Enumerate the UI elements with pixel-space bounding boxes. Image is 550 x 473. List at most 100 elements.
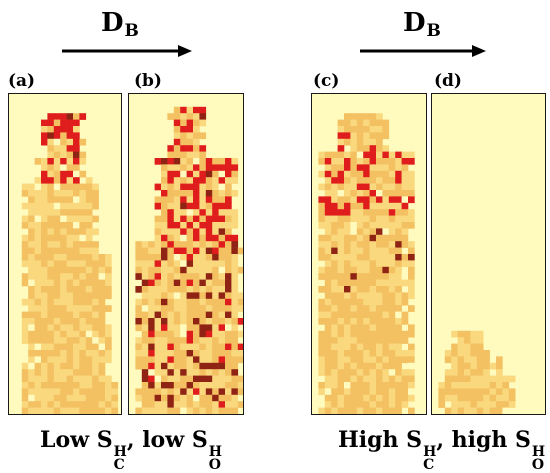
- grid-cell: [41, 254, 48, 261]
- grid-cell: [388, 273, 396, 280]
- grid-cell: [47, 138, 55, 146]
- grid-cell: [28, 209, 35, 216]
- grid-cell: [180, 292, 187, 300]
- grid-cell: [382, 394, 390, 402]
- header-left: DB: [101, 10, 139, 40]
- grid-cell: [225, 286, 232, 293]
- grid-cell: [225, 311, 232, 319]
- grid-cell: [356, 266, 364, 274]
- grid-cell: [205, 407, 213, 414]
- grid-cell: [205, 362, 213, 370]
- grid-cell: [193, 260, 200, 268]
- grid-cell: [212, 202, 219, 210]
- grid-cell: [337, 382, 345, 389]
- grid-cell: [85, 286, 93, 293]
- grid-cell: [408, 158, 415, 165]
- grid-cell: [79, 273, 87, 280]
- grid-cell: [401, 337, 409, 344]
- grid-cell: [363, 298, 370, 306]
- grid-cell: [180, 388, 187, 396]
- grid-cell: [369, 138, 377, 146]
- grid-cell: [205, 196, 213, 204]
- grid-cell: [34, 375, 42, 383]
- panel-b-label: (b): [134, 71, 162, 91]
- grid-cell: [218, 177, 226, 184]
- grid-cell: [388, 228, 396, 236]
- grid-cell: [186, 164, 194, 172]
- grid-cell: [199, 369, 207, 376]
- grid-cell: [66, 228, 74, 236]
- grid-cell: [186, 394, 194, 402]
- grid-cell: [28, 190, 35, 197]
- grid-cell: [401, 170, 409, 178]
- grid-cell: [79, 196, 87, 204]
- grid-cell: [105, 343, 112, 351]
- grid-cell: [53, 337, 61, 344]
- grid-cell: [193, 369, 200, 376]
- grid-cell: [444, 350, 452, 357]
- grid-cell: [356, 145, 364, 152]
- grid-cell: [464, 375, 471, 383]
- grid-cell: [141, 369, 149, 376]
- arrow-right-left: [62, 45, 192, 57]
- grid-cell: [79, 401, 87, 408]
- grid-cell: [60, 311, 67, 319]
- grid-cell: [173, 324, 181, 332]
- grid-cell: [154, 382, 162, 389]
- grid-cell: [408, 273, 415, 280]
- grid-cell: [231, 209, 239, 216]
- grid-cell: [363, 292, 370, 300]
- grid-cell: [60, 228, 67, 236]
- grid-cell: [66, 215, 74, 223]
- grid-cell: [98, 375, 106, 383]
- grid-cell: [186, 106, 194, 114]
- grid-cell: [154, 254, 162, 261]
- grid-cell: [369, 260, 377, 268]
- grid-cell: [167, 330, 175, 338]
- grid-cell: [53, 260, 61, 268]
- grid-cell: [212, 305, 219, 312]
- grid-cell: [318, 158, 326, 165]
- grid-cell: [205, 247, 213, 255]
- grid-cell: [363, 158, 370, 165]
- grid-cell: [73, 298, 80, 306]
- grid-cell: [73, 190, 80, 197]
- grid-cell: [135, 241, 143, 248]
- grid-cell: [350, 113, 358, 120]
- grid-cell: [344, 292, 351, 300]
- grid-cell: [167, 151, 175, 159]
- grid-cell: [60, 401, 67, 408]
- grid-cell: [225, 350, 232, 357]
- grid-cell: [401, 241, 409, 248]
- grid-cell: [154, 266, 162, 274]
- grid-cell: [344, 177, 351, 184]
- grid-cell: [161, 196, 168, 204]
- grid-cell: [173, 401, 181, 408]
- grid-cell: [186, 145, 194, 152]
- grid-cell: [225, 330, 232, 338]
- grid-cell: [154, 279, 162, 287]
- grid-cell: [401, 388, 409, 396]
- grid-cell: [388, 202, 396, 210]
- grid-cell: [218, 369, 226, 376]
- grid-cell: [60, 330, 67, 338]
- grid-cell: [98, 279, 106, 287]
- grid-cell: [382, 311, 390, 319]
- grid-cell: [324, 356, 332, 364]
- grid-cell: [388, 394, 396, 402]
- grid-cell: [408, 407, 415, 414]
- grid-cell: [337, 350, 345, 357]
- grid-cell: [356, 350, 364, 357]
- grid-cell: [173, 158, 181, 165]
- grid-cell: [350, 305, 358, 312]
- grid-cell: [356, 311, 364, 319]
- panel-d: [431, 93, 546, 415]
- grid-cell: [85, 407, 93, 414]
- grid-cell: [205, 356, 213, 364]
- panel-a-label: (a): [8, 71, 36, 91]
- grid-cell: [73, 324, 80, 332]
- grid-cell: [356, 382, 364, 389]
- grid-cell: [496, 401, 503, 408]
- grid-cell: [451, 369, 458, 376]
- grid-cell: [324, 324, 332, 332]
